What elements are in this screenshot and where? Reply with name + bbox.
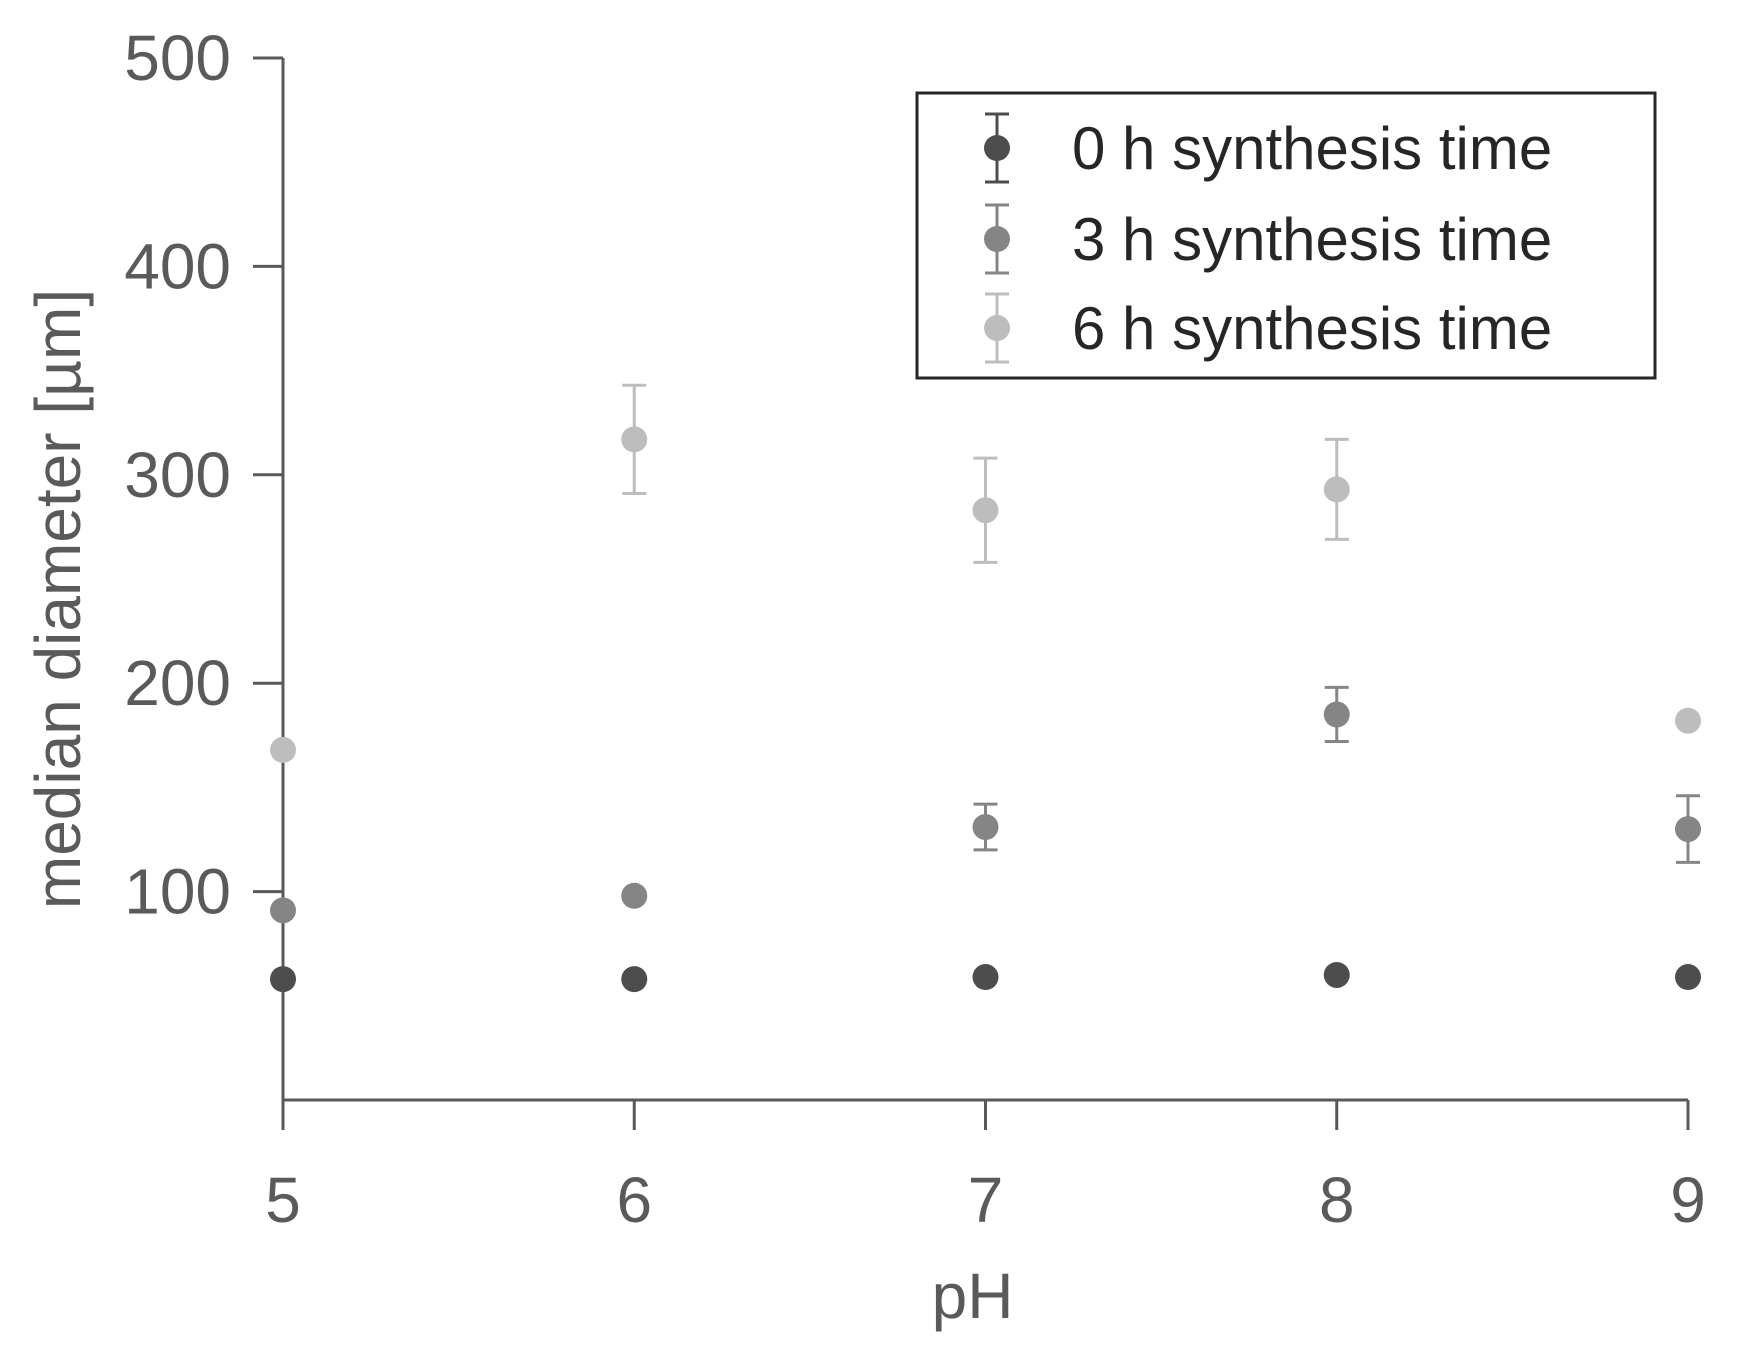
legend-marker	[984, 315, 1010, 341]
y-tick-label: 200	[124, 647, 231, 719]
legend-marker	[984, 135, 1010, 161]
y-tick-label: 100	[124, 856, 231, 928]
data-point	[1323, 961, 1350, 988]
data-point	[1323, 476, 1350, 503]
data-point	[270, 966, 296, 993]
legend-marker	[984, 226, 1010, 252]
data-point	[972, 964, 999, 991]
data-point	[972, 497, 999, 524]
y-tick-label: 500	[124, 22, 231, 94]
x-tick-label: 9	[1670, 1164, 1706, 1236]
data-point	[621, 426, 648, 453]
data-point	[1675, 707, 1701, 734]
legend-label: 6 h synthesis time	[1072, 295, 1552, 362]
legend: 0 h synthesis time 3 h synthesis time 6 h …	[915, 91, 1657, 380]
data-point	[1675, 816, 1701, 843]
legend-item: 3 h synthesis time	[984, 203, 1552, 275]
data-point	[1675, 964, 1701, 991]
y-axis-title: median diameter [µm]	[22, 289, 94, 909]
data-point	[621, 882, 648, 909]
x-tick-label: 5	[265, 1164, 301, 1236]
data-point	[1323, 701, 1350, 728]
y-tick-label: 400	[124, 230, 231, 302]
legend-item: 6 h synthesis time	[984, 292, 1552, 364]
data-points	[270, 383, 1701, 993]
legend-label: 3 h synthesis time	[1072, 206, 1552, 273]
ticks: 100 200 300 400 500 5 6 7 8 9	[124, 22, 1706, 1236]
legend-items: 0 h synthesis time 3 h synthesis time 6 h …	[984, 112, 1552, 364]
data-point	[270, 897, 296, 924]
x-tick-label: 7	[968, 1164, 1004, 1236]
data-point	[270, 736, 296, 763]
x-axis-title: pH	[932, 1260, 1014, 1332]
series-0	[270, 961, 1701, 993]
x-tick-label: 6	[616, 1164, 652, 1236]
series-1	[270, 685, 1701, 924]
legend-box	[915, 91, 1657, 380]
legend-item: 0 h synthesis time	[984, 112, 1552, 184]
y-tick-label: 300	[124, 439, 231, 511]
x-tick-label: 8	[1319, 1164, 1355, 1236]
series-2	[270, 383, 1701, 763]
data-point	[972, 813, 999, 840]
data-point	[621, 966, 648, 993]
legend-label: 0 h synthesis time	[1072, 115, 1552, 182]
